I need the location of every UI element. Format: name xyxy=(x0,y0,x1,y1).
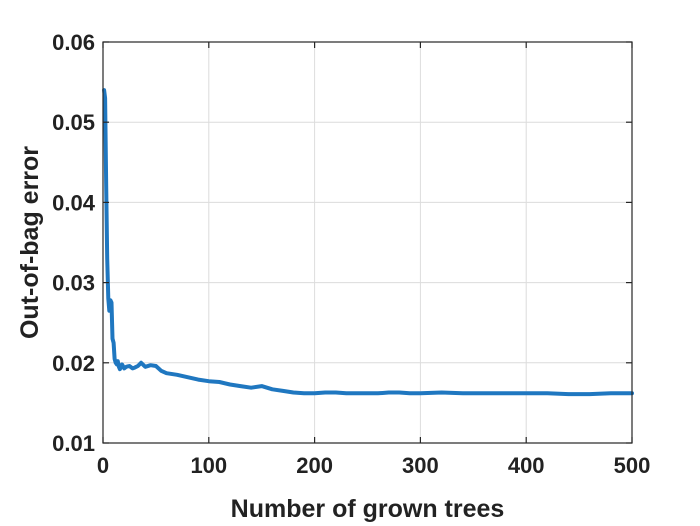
x-axis-label: Number of grown trees xyxy=(231,495,505,523)
x-tick-label: 100 xyxy=(190,453,227,478)
y-tick-label: 0.05 xyxy=(52,110,95,135)
y-tick-label: 0.02 xyxy=(52,351,95,376)
x-tick-label: 0 xyxy=(97,453,109,478)
y-axis-label: Out-of-bag error xyxy=(16,146,44,339)
x-tick-label: 500 xyxy=(614,453,651,478)
x-tick-label: 200 xyxy=(296,453,333,478)
x-tick-label: 400 xyxy=(508,453,545,478)
y-tick-label: 0.03 xyxy=(52,271,95,296)
series-line xyxy=(102,88,634,397)
y-tick-label: 0.06 xyxy=(52,30,95,55)
tick-labels: 0 100 200 300 400 500 0.01 0.02 0.03 0.04 0.05 0.06 xyxy=(52,30,650,478)
series-layer xyxy=(102,88,634,397)
ticks xyxy=(102,41,633,444)
y-tick-label: 0.01 xyxy=(52,431,95,456)
plot-frame xyxy=(102,41,633,444)
grid xyxy=(102,41,633,444)
y-tick-label: 0.04 xyxy=(52,190,96,215)
x-tick-label: 300 xyxy=(402,453,439,478)
